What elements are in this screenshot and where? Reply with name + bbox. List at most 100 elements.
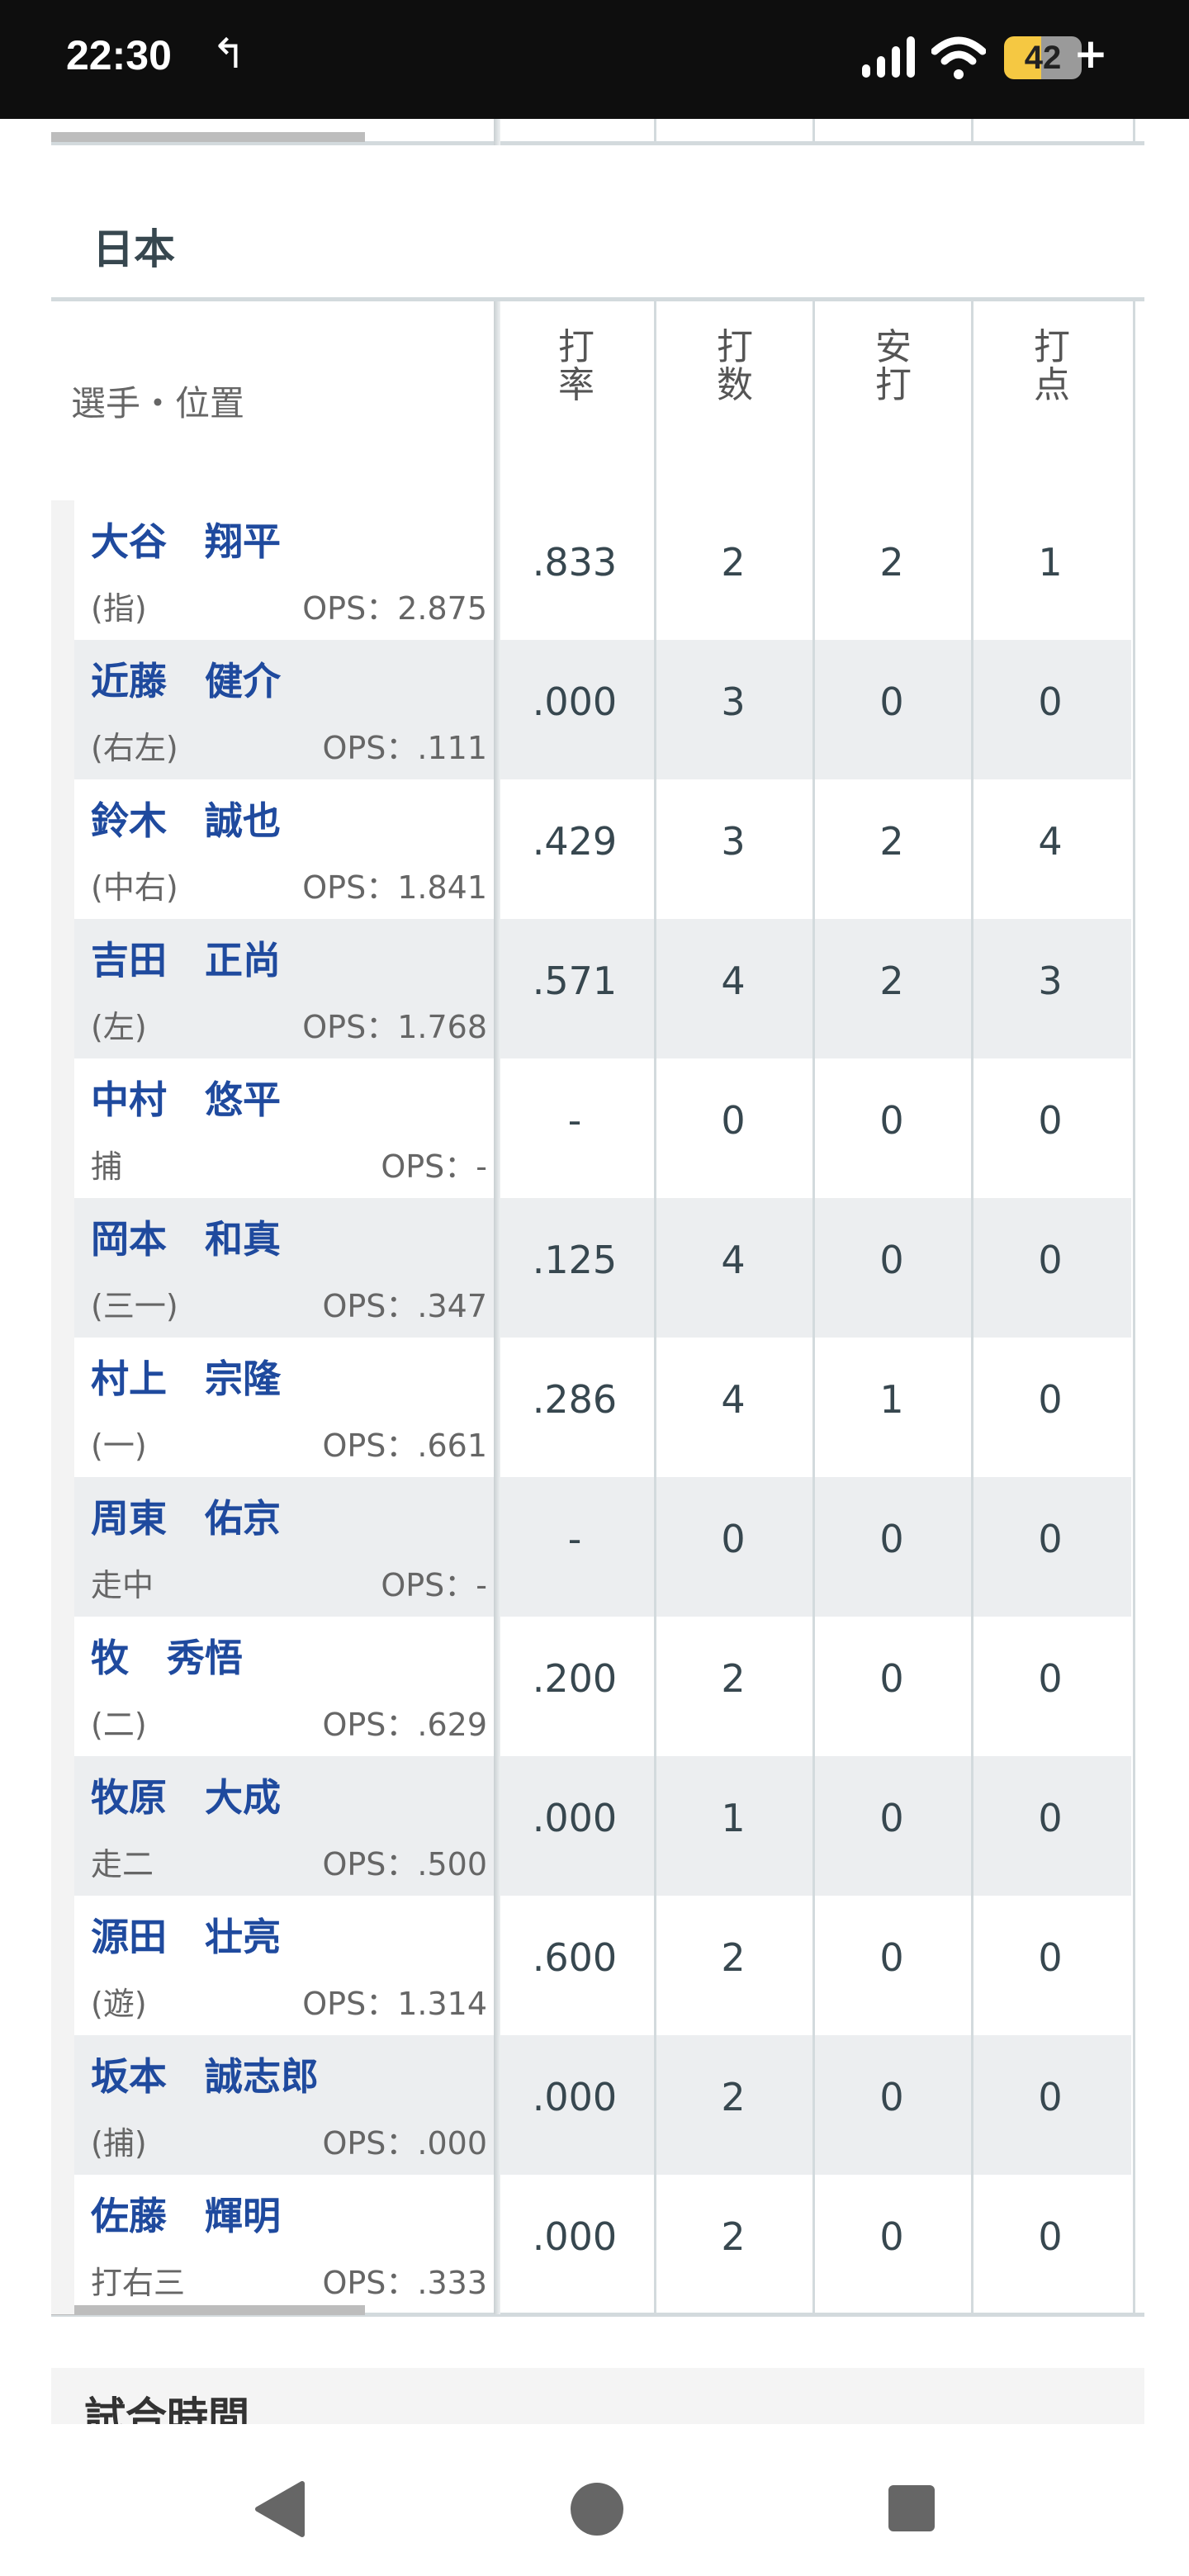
table-row: 吉田 正尚 (左) OPS：1.768 .571 4 2 3 [74, 919, 1131, 1058]
column-divider [971, 119, 973, 145]
column-divider [812, 119, 815, 145]
player-position: 捕 [91, 1148, 123, 1185]
player-position: (中右) [91, 869, 178, 906]
stat-cell: .286 [532, 1377, 618, 1422]
signal-icon [862, 36, 915, 78]
table-row: 周東 佑京 走中 OPS：- - 0 0 0 [74, 1477, 1131, 1617]
horizontal-scrollbar-previous[interactable] [51, 132, 365, 142]
stat-cell: 4 [1038, 819, 1063, 864]
player-position: (右左) [91, 730, 178, 766]
horizontal-scrollbar[interactable] [51, 2305, 365, 2315]
header-col[interactable]: 打率 [558, 326, 594, 406]
column-divider [654, 301, 656, 2314]
navigation-bar [0, 2424, 1189, 2576]
player-ops: OPS：1.314 [302, 1986, 487, 2022]
stat-cell: 0 [879, 680, 904, 724]
player-name-link[interactable]: 源田 壮亮 [91, 1915, 281, 1959]
table-row: 岡本 和真 (三一) OPS：.347 .125 4 0 0 [74, 1198, 1131, 1338]
stat-cell: .833 [532, 540, 618, 585]
stat-cell: 1 [1038, 540, 1063, 585]
status-bar: 22:30 ↰ 42 + [0, 0, 1189, 119]
stat-cell: 0 [879, 2075, 904, 2119]
stat-cell: 0 [721, 1098, 746, 1143]
stat-cell: 0 [1038, 1238, 1063, 1282]
player-ops: OPS：1.768 [302, 1009, 487, 1045]
stat-cell: .200 [532, 1656, 618, 1701]
player-name-link[interactable]: 吉田 正尚 [91, 938, 281, 983]
column-divider [1133, 119, 1135, 145]
stat-cell: 0 [879, 1935, 904, 1980]
stat-cell: 0 [879, 2214, 904, 2259]
player-name-link[interactable]: 村上 宗隆 [91, 1357, 281, 1401]
sticky-column-edge [51, 500, 74, 2314]
player-name-link[interactable]: 近藤 健介 [91, 659, 281, 703]
stat-cell: 2 [721, 1656, 746, 1701]
reply-arrow-icon: ↰ [211, 30, 246, 78]
stat-cell: 1 [879, 1377, 904, 1422]
player-position: (遊) [91, 1986, 147, 2022]
header-col[interactable]: 安打 [875, 326, 912, 406]
stat-cell: 0 [1038, 1935, 1063, 1980]
player-position: (左) [91, 1009, 147, 1045]
stat-cell: 0 [879, 1098, 904, 1143]
player-name-link[interactable]: 周東 佑京 [91, 1496, 281, 1541]
player-ops: OPS：.500 [322, 1846, 487, 1882]
table-row: 近藤 健介 (右左) OPS：.111 .000 3 0 0 [74, 640, 1131, 779]
player-position: (二) [91, 1707, 147, 1743]
stat-cell: 2 [721, 540, 746, 585]
stat-cell: 3 [1038, 959, 1063, 1003]
back-icon[interactable] [251, 2480, 309, 2538]
battery-icon: 42 [1004, 36, 1082, 79]
column-divider [971, 301, 973, 2314]
player-position: 走二 [91, 1846, 154, 1882]
stat-cell: 0 [879, 1238, 904, 1282]
player-position: (三一) [91, 1288, 178, 1324]
stat-cell: 0 [879, 1796, 904, 1840]
stat-cell: 0 [1038, 2214, 1063, 2259]
home-icon[interactable] [568, 2480, 626, 2538]
player-name-link[interactable]: 大谷 翔平 [91, 519, 281, 564]
stat-cell: 2 [879, 540, 904, 585]
stat-cell: 0 [1038, 1098, 1063, 1143]
stat-cell: 0 [879, 1656, 904, 1701]
table-row: 坂本 誠志郎 (捕) OPS：.000 .000 2 0 0 [74, 2035, 1131, 2175]
stat-cell: 3 [721, 680, 746, 724]
stat-cell: 0 [1038, 1796, 1063, 1840]
header-col[interactable]: 打点 [1034, 326, 1070, 406]
stat-cell: 0 [879, 1517, 904, 1561]
stat-cell: .125 [532, 1238, 618, 1282]
team-heading: 日本 [92, 225, 175, 273]
column-divider [654, 119, 656, 145]
player-name-link[interactable]: 牧 秀悟 [91, 1636, 243, 1680]
stat-cell: .000 [532, 1796, 618, 1840]
table-row: 村上 宗隆 (一) OPS：.661 .286 4 1 0 [74, 1338, 1131, 1477]
player-position: 走中 [91, 1567, 154, 1603]
table-row: 牧原 大成 走二 OPS：.500 .000 1 0 0 [74, 1756, 1131, 1896]
column-divider [812, 301, 815, 2314]
player-name-link[interactable]: 岡本 和真 [91, 1217, 281, 1262]
clock: 22:30 [66, 32, 172, 78]
player-name-link[interactable]: 中村 悠平 [91, 1077, 281, 1122]
player-name-link[interactable]: 牧原 大成 [91, 1775, 281, 1820]
table-row: 鈴木 誠也 (中右) OPS：1.841 .429 3 2 4 [74, 779, 1131, 919]
recents-icon[interactable] [887, 2480, 936, 2538]
player-ops: OPS：2.875 [302, 590, 487, 627]
stat-cell: 2 [721, 1935, 746, 1980]
stat-cell: 3 [721, 819, 746, 864]
column-divider [1133, 301, 1135, 2314]
stat-cell: 4 [721, 1377, 746, 1422]
table-row: 大谷 翔平 (指) OPS：2.875 .833 2 2 1 [74, 500, 1131, 640]
header-col[interactable]: 打数 [717, 326, 753, 406]
stat-cell: 0 [1038, 2075, 1063, 2119]
player-name-link[interactable]: 佐藤 輝明 [91, 2194, 281, 2238]
charging-plus-icon: + [1073, 30, 1108, 78]
stat-cell: 0 [1038, 1517, 1063, 1561]
player-ops: OPS：.333 [322, 2265, 487, 2301]
player-ops: OPS：.347 [322, 1288, 487, 1324]
player-name-link[interactable]: 坂本 誠志郎 [91, 2054, 319, 2099]
stat-cell: 0 [1038, 1656, 1063, 1701]
player-name-link[interactable]: 鈴木 誠也 [91, 798, 281, 843]
player-ops: OPS：.661 [322, 1428, 487, 1464]
table-row: 佐藤 輝明 打右三 OPS：.333 .000 2 0 0 [74, 2175, 1131, 2314]
stat-cell: .000 [532, 2214, 618, 2259]
